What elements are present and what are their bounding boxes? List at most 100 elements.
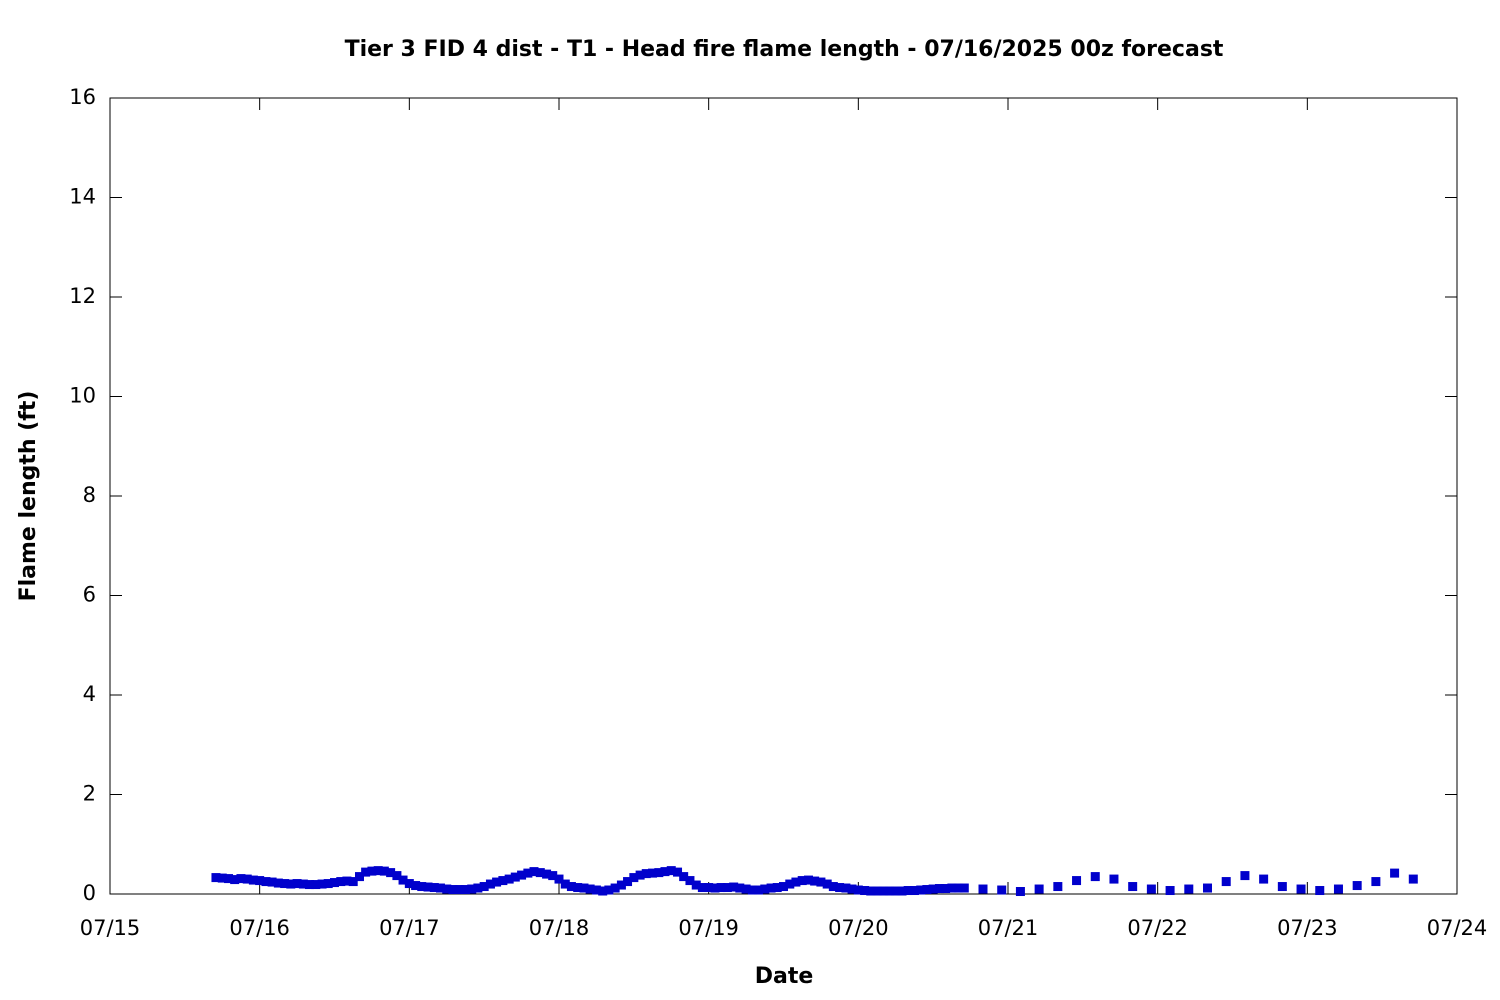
point bbox=[354, 872, 364, 882]
point bbox=[1296, 884, 1306, 894]
point bbox=[1408, 874, 1418, 884]
point bbox=[903, 886, 913, 896]
point bbox=[230, 875, 240, 885]
point bbox=[1277, 882, 1287, 892]
point bbox=[517, 870, 527, 880]
point bbox=[498, 876, 508, 886]
point bbox=[741, 884, 751, 894]
y-tick-label: 8 bbox=[83, 483, 96, 507]
x-tick-label: 07/15 bbox=[80, 916, 141, 940]
point bbox=[479, 882, 489, 892]
point bbox=[548, 871, 558, 881]
point bbox=[598, 886, 608, 896]
chart-title: Tier 3 FID 4 dist - T1 - Head fire flame… bbox=[345, 37, 1224, 62]
point bbox=[361, 867, 371, 877]
point bbox=[560, 879, 570, 889]
point bbox=[641, 869, 651, 879]
point bbox=[267, 877, 277, 887]
point bbox=[323, 879, 333, 889]
point bbox=[392, 871, 402, 881]
point bbox=[1109, 874, 1119, 884]
point bbox=[224, 874, 234, 884]
point bbox=[841, 883, 851, 893]
y-tick-label: 4 bbox=[83, 682, 96, 706]
y-tick-label: 6 bbox=[83, 583, 96, 607]
point bbox=[729, 882, 739, 892]
point bbox=[897, 886, 907, 896]
point bbox=[1203, 883, 1213, 893]
point bbox=[248, 875, 258, 885]
point bbox=[566, 882, 576, 892]
point bbox=[878, 886, 888, 896]
x-tick-label: 07/20 bbox=[828, 916, 889, 940]
point bbox=[1184, 884, 1194, 894]
x-tick-label: 07/24 bbox=[1427, 916, 1488, 940]
point bbox=[261, 877, 271, 887]
point bbox=[666, 866, 676, 876]
point bbox=[579, 883, 589, 893]
point bbox=[947, 883, 957, 893]
point bbox=[473, 883, 483, 893]
point bbox=[616, 880, 626, 890]
point bbox=[629, 873, 639, 883]
point bbox=[697, 883, 707, 893]
point bbox=[928, 884, 938, 894]
point bbox=[535, 868, 545, 878]
point bbox=[442, 884, 452, 894]
point bbox=[704, 883, 714, 893]
y-tick-label: 16 bbox=[69, 85, 96, 109]
point bbox=[236, 874, 246, 884]
point bbox=[716, 883, 726, 893]
point bbox=[573, 883, 583, 893]
point bbox=[760, 884, 770, 894]
point bbox=[367, 866, 377, 876]
point bbox=[305, 880, 315, 890]
point bbox=[922, 885, 932, 895]
point bbox=[1034, 884, 1044, 894]
point bbox=[872, 886, 882, 896]
point bbox=[779, 882, 788, 892]
point bbox=[542, 869, 552, 879]
point bbox=[448, 885, 458, 895]
y-tick-label: 14 bbox=[69, 185, 96, 209]
point bbox=[673, 867, 683, 877]
point bbox=[610, 883, 620, 893]
point bbox=[342, 876, 352, 886]
point bbox=[492, 877, 502, 887]
point bbox=[772, 883, 782, 893]
point bbox=[292, 879, 302, 889]
point bbox=[710, 883, 720, 893]
x-tick-label: 07/18 bbox=[529, 916, 590, 940]
point bbox=[429, 883, 439, 893]
point bbox=[1015, 887, 1025, 897]
point bbox=[1090, 872, 1100, 882]
point bbox=[585, 884, 595, 894]
point bbox=[460, 885, 470, 895]
point bbox=[273, 878, 283, 888]
point bbox=[317, 879, 327, 889]
point bbox=[803, 875, 813, 885]
point bbox=[336, 877, 346, 887]
point bbox=[766, 883, 776, 893]
point bbox=[398, 875, 408, 885]
point bbox=[860, 886, 870, 896]
point bbox=[1390, 868, 1400, 878]
point bbox=[722, 883, 732, 893]
point bbox=[373, 866, 383, 876]
point bbox=[1352, 881, 1362, 891]
point bbox=[909, 886, 919, 896]
point bbox=[1128, 882, 1138, 892]
point bbox=[810, 876, 820, 886]
point bbox=[916, 885, 926, 895]
point bbox=[211, 873, 221, 883]
point bbox=[754, 885, 764, 895]
y-axis-label: Flame length (ft) bbox=[16, 391, 41, 602]
y-tick-label: 10 bbox=[69, 384, 96, 408]
point bbox=[959, 883, 969, 893]
point bbox=[1371, 877, 1381, 887]
point bbox=[934, 884, 944, 894]
point bbox=[623, 877, 633, 887]
point bbox=[847, 884, 857, 894]
point bbox=[1333, 884, 1343, 894]
